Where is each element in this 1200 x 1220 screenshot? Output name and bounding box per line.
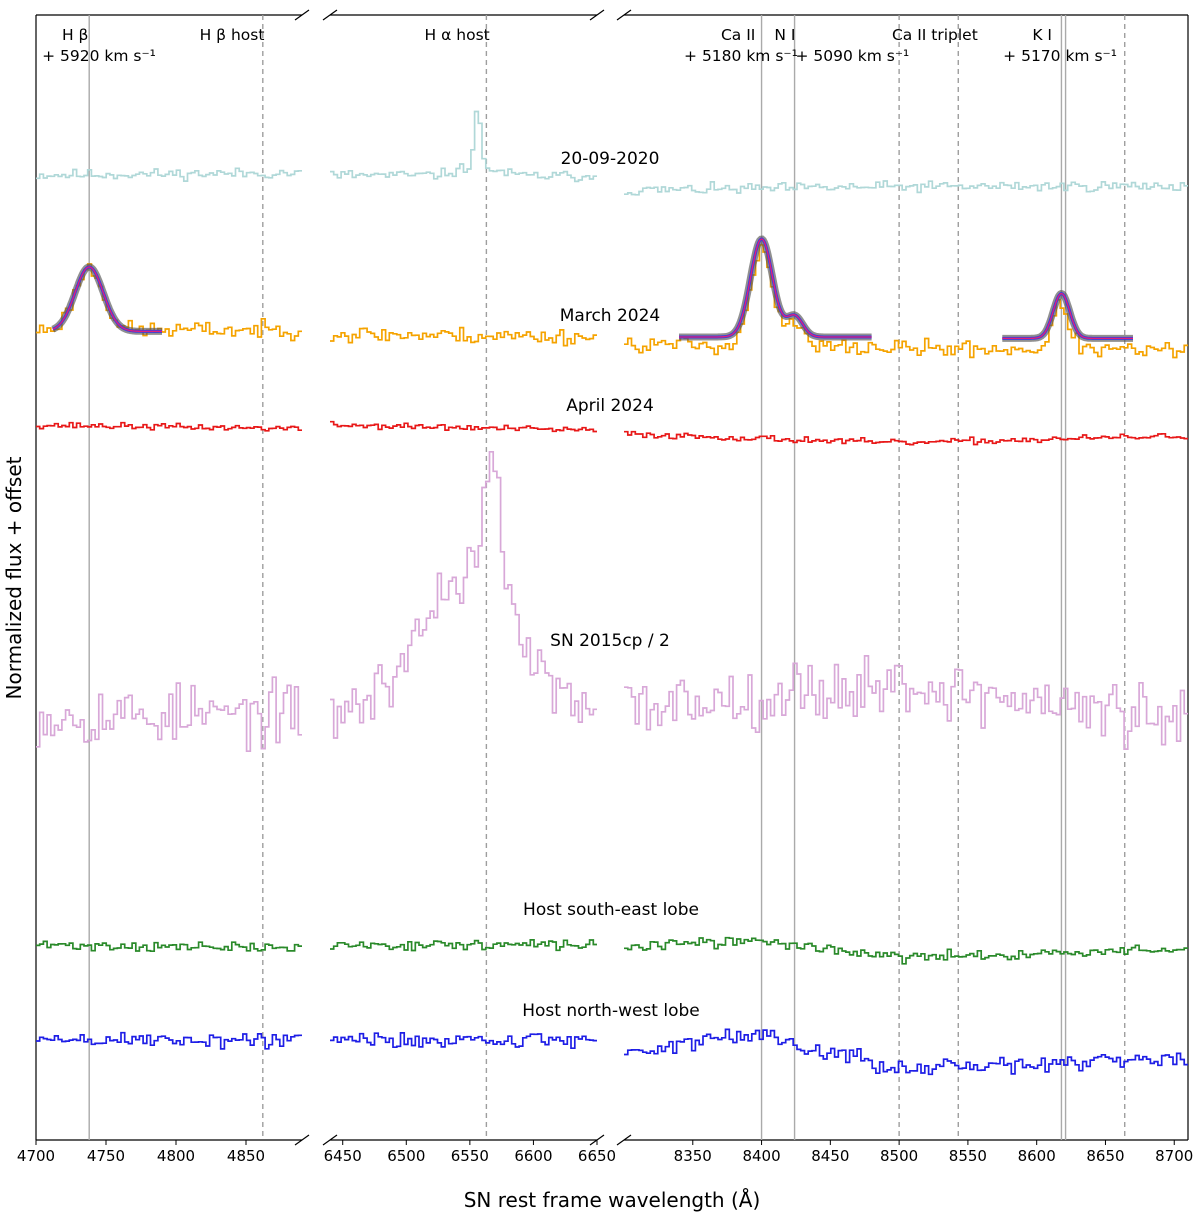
line-annotation: + 5180 km s⁻¹ [684,47,798,65]
series-layer [36,110,1188,1076]
spectrum-host-south-east-lobe-panel-3 [624,936,1188,965]
x-tick-label: 8700 [1155,1147,1193,1165]
line-annotation: H β host [200,26,265,44]
spectrum-host-north-west-lobe-panel-3 [624,1028,1188,1076]
x-tick-label: 6450 [324,1147,362,1165]
fits-layer [51,235,1133,342]
spectrum-host-south-east-lobe-panel-2 [330,939,597,952]
x-tick-label: 4800 [157,1147,195,1165]
axis-break-mark [294,9,310,21]
x-axis-label: SN rest frame wavelength (Å) [464,1188,761,1212]
spectrum-april-2024-panel-3 [624,430,1188,446]
line-annotation: + 5090 km s⁻¹ [795,47,909,65]
line-annotation: + 5920 km s⁻¹ [42,47,156,65]
spectrum-sn-2015cp-2-panel-1 [36,676,302,753]
spectrum-host-north-west-lobe-panel-2 [330,1032,597,1050]
reference-lines-layer [88,15,1126,1140]
axis-break-mark [589,1134,605,1146]
text-layer: 20-09-2020 March 2024 April 2024 SN 2015cp … [42,26,1117,1021]
series-label: Host north-west lobe [522,1001,700,1021]
axis-break-mark [322,1134,338,1146]
spectrum-april-2024-panel-1 [36,421,302,432]
line-annotation: Ca II triplet [892,26,978,44]
x-tick-label: 6650 [578,1147,616,1165]
x-tick-label: 8500 [880,1147,918,1165]
fit-uncertainty-band [51,263,162,335]
spectrum-march-2024-panel-2 [330,326,597,347]
spectrum-march-2024-panel-3 [624,244,1188,359]
fit-best-line [52,266,162,333]
series-label: SN 2015cp / 2 [550,631,670,651]
spectrum-sn-2015cp-2-panel-3 [624,655,1188,750]
series-label: 20-09-2020 [561,149,660,169]
fit-best-line [679,238,872,338]
series-label: April 2024 [566,396,654,416]
axis-break-mark [589,9,605,21]
panel-1: 4700 4750 4800 4850 [17,9,310,1165]
axis-break-mark [294,1134,310,1146]
panels-layer: 4700 4750 4800 4850 6450 6500 6550 6600 6650 8350… [17,9,1193,1165]
x-tick-label: 8650 [1086,1147,1124,1165]
panel-3: 8350 8400 8450 8500 8550 8600 8650 8700 [616,9,1193,1165]
x-tick-label: 8550 [949,1147,987,1165]
spectrum-20-09-2020-panel-1 [36,167,302,182]
spectrum-april-2024-panel-2 [330,420,597,433]
x-tick-label: 4850 [227,1147,265,1165]
x-tick-label: 6600 [514,1147,552,1165]
axis-break-mark [322,9,338,21]
line-annotation: H β [62,26,88,44]
line-annotation: H α host [425,26,490,44]
line-annotation: K I [1032,26,1052,44]
y-axis-label: Normalized flux + offset [2,456,26,699]
line-annotation: N I [774,26,795,44]
x-tick-label: 8350 [674,1147,712,1165]
x-tick-label: 4750 [87,1147,125,1165]
x-tick-label: 4700 [17,1147,55,1165]
line-annotation: + 5170 km s⁻¹ [1003,47,1117,65]
axis-break-mark [616,9,632,21]
x-tick-label: 8450 [811,1147,849,1165]
series-label: Host south-east lobe [523,900,699,920]
series-label: March 2024 [560,306,661,326]
spectrum-sn-2015cp-2-panel-2 [330,450,597,739]
x-tick-label: 8400 [742,1147,780,1165]
axis-break-mark [616,1134,632,1146]
x-tick-label: 8600 [1018,1147,1056,1165]
x-tick-label: 6550 [451,1147,489,1165]
line-annotation: Ca II [721,26,755,44]
panel-2: 6450 6500 6550 6600 6650 [322,9,616,1165]
spectrum-20-09-2020-panel-3 [624,180,1188,196]
spectrum-host-north-west-lobe-panel-1 [36,1031,302,1050]
spectrum-host-south-east-lobe-panel-1 [36,940,302,953]
fit-best-line [1002,292,1133,340]
spectrum-march-2024-panel-1 [36,263,302,342]
spectrum-20-09-2020-panel-2 [330,110,597,183]
x-tick-label: 6500 [387,1147,425,1165]
